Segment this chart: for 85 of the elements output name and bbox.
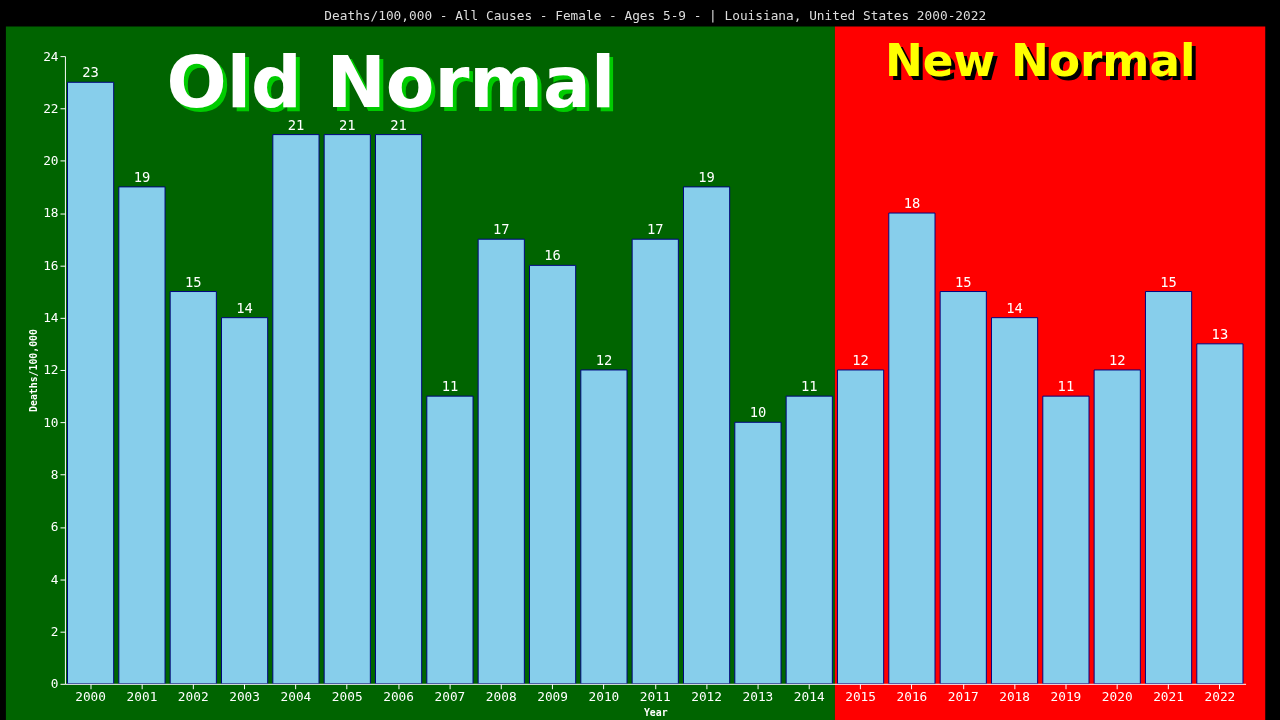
data-label: 23 xyxy=(82,64,99,81)
x-tick-label: 2008 xyxy=(485,689,517,705)
bar xyxy=(836,369,885,685)
x-tick-label: 2001 xyxy=(126,689,158,705)
bar xyxy=(682,186,731,685)
x-tick-label: 2005 xyxy=(331,689,363,705)
data-label: 10 xyxy=(749,404,767,421)
x-tick-label: 2010 xyxy=(588,689,620,705)
y-tick-label: 12 xyxy=(43,362,59,378)
bar xyxy=(272,134,320,685)
data-label: 21 xyxy=(287,116,305,133)
y-tick-label: 20 xyxy=(43,153,59,169)
y-tick-label: 10 xyxy=(43,414,59,430)
bar xyxy=(221,317,269,685)
y-tick-label: 2 xyxy=(50,623,59,639)
y-tick-label: 22 xyxy=(43,100,59,116)
y-tick-label: 24 xyxy=(43,48,59,64)
x-tick-label: 2002 xyxy=(177,689,209,705)
bar xyxy=(734,421,782,685)
bar xyxy=(1042,395,1090,685)
data-label: 12 xyxy=(1108,352,1126,369)
y-tick-label: 14 xyxy=(43,310,59,326)
y-tick-label: 0 xyxy=(50,676,59,692)
data-label: 12 xyxy=(595,352,613,369)
data-label: 14 xyxy=(1006,299,1023,316)
x-tick-label: 2004 xyxy=(280,689,312,705)
data-label: 11 xyxy=(1057,378,1075,395)
data-label: 21 xyxy=(338,116,356,133)
data-label: 11 xyxy=(800,378,818,395)
bar xyxy=(990,317,1039,685)
x-tick-label: 2018 xyxy=(999,689,1030,705)
x-tick-label: 2013 xyxy=(742,689,774,705)
x-tick-label: 2003 xyxy=(229,689,260,705)
bar xyxy=(785,395,833,685)
data-label: 11 xyxy=(441,378,459,395)
y-tick-label: 4 xyxy=(50,571,59,587)
bar xyxy=(529,264,577,685)
bar xyxy=(1196,343,1244,685)
x-tick-label: 2016 xyxy=(896,689,928,705)
bar xyxy=(580,369,628,685)
y-tick-label: 8 xyxy=(50,467,59,483)
y-axis-title: Deaths/100,000 xyxy=(28,328,40,412)
x-tick-label: 2014 xyxy=(793,689,825,705)
bar xyxy=(169,291,217,685)
data-label: 12 xyxy=(852,352,869,369)
x-tick-label: 2021 xyxy=(1153,689,1184,705)
x-tick-label: 2020 xyxy=(1101,689,1133,705)
y-tick-label: 16 xyxy=(43,257,59,273)
data-label: 17 xyxy=(492,221,510,238)
bar xyxy=(477,238,525,685)
bar xyxy=(67,81,115,685)
chart-title: Deaths/100,000 - All Causes - Female - Ages 5-9 - | Louisiana, United States 2000-2022 xyxy=(324,7,987,23)
data-label: 17 xyxy=(646,221,664,238)
x-tick-label: 2011 xyxy=(639,689,671,705)
x-tick-label: 2012 xyxy=(691,689,722,705)
x-tick-label: 2000 xyxy=(75,689,106,705)
x-tick-label: 2015 xyxy=(845,689,876,705)
y-tick-label: 6 xyxy=(50,519,59,535)
x-tick-label: 2022 xyxy=(1204,689,1236,705)
x-tick-label: 2019 xyxy=(1050,689,1082,705)
data-label: 15 xyxy=(184,273,202,290)
data-label: 13 xyxy=(1211,325,1229,342)
y-tick-label: 18 xyxy=(43,205,59,221)
bar xyxy=(631,238,679,685)
x-tick-label: 2009 xyxy=(537,689,568,705)
bar xyxy=(375,134,423,685)
data-label: 14 xyxy=(236,299,253,316)
x-tick-label: 2017 xyxy=(947,689,979,705)
data-label: 15 xyxy=(1160,273,1177,290)
bar xyxy=(426,395,474,685)
bar xyxy=(118,186,166,685)
bar xyxy=(939,291,987,685)
bar xyxy=(1144,291,1193,685)
x-axis-title: Year xyxy=(643,706,668,718)
data-label: 19 xyxy=(698,168,715,185)
data-label: 19 xyxy=(133,168,151,185)
x-tick-label: 2007 xyxy=(434,689,466,705)
data-label: 18 xyxy=(903,195,921,212)
bar xyxy=(323,134,371,685)
bar xyxy=(1093,369,1141,685)
data-label: 15 xyxy=(954,273,972,290)
bar xyxy=(888,212,936,685)
data-label: 16 xyxy=(544,247,561,264)
data-label: 21 xyxy=(390,116,407,133)
x-tick-label: 2006 xyxy=(383,689,414,705)
